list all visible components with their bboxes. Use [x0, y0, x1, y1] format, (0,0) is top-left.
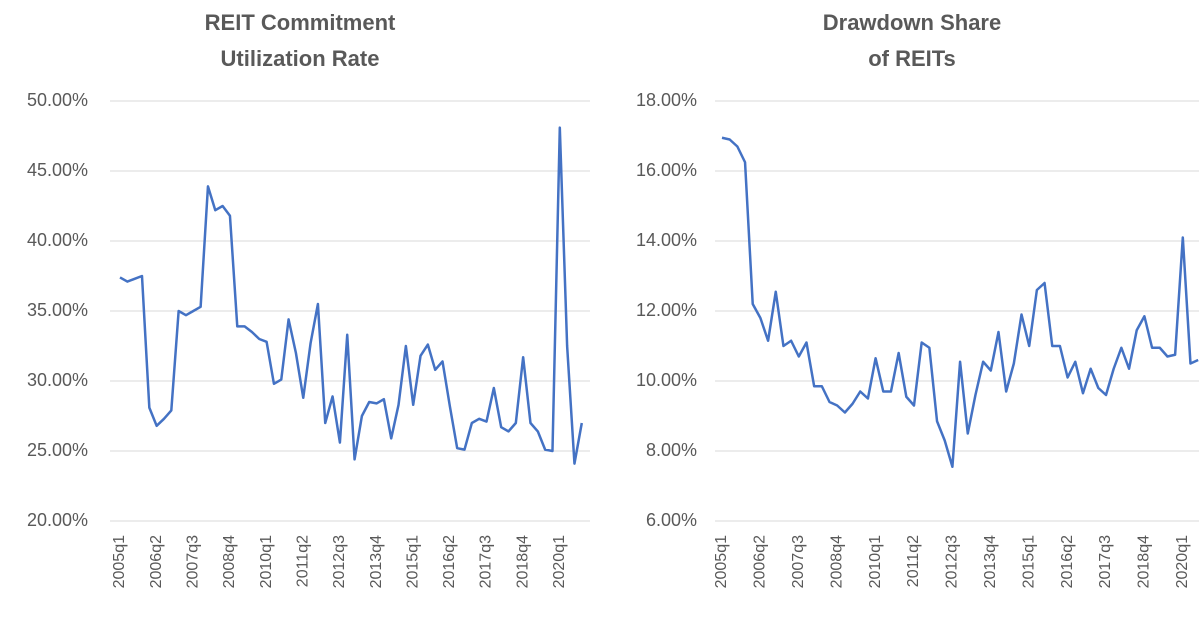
x-tick-label: 2015q1	[1020, 535, 1037, 588]
y-tick-label: 40.00%	[27, 230, 88, 250]
x-tick-label: 2015q1	[404, 535, 421, 588]
y-tick-label: 20.00%	[27, 510, 88, 530]
chart-title: of REITs	[868, 46, 956, 71]
y-tick-label: 18.00%	[636, 90, 697, 110]
x-tick-label: 2005q1	[111, 535, 128, 588]
x-tick-label: 2020q1	[1174, 535, 1191, 588]
y-tick-label: 35.00%	[27, 300, 88, 320]
x-tick-label: 2010q1	[867, 535, 884, 588]
x-tick-label: 2006q2	[148, 535, 165, 588]
data-line	[721, 136, 1199, 468]
y-tick-label: 16.00%	[636, 160, 697, 180]
x-tick-label: 2007q3	[185, 535, 202, 588]
x-tick-label: 2020q1	[551, 535, 568, 588]
x-tick-label: 2008q4	[828, 535, 845, 588]
y-tick-label: 8.00%	[646, 440, 697, 460]
y-tick-label: 50.00%	[27, 90, 88, 110]
y-tick-label: 6.00%	[646, 510, 697, 530]
x-tick-label: 2011q2	[905, 535, 922, 587]
x-tick-label: 2006q2	[752, 535, 769, 588]
y-tick-label: 10.00%	[636, 370, 697, 390]
chart-title: REIT Commitment	[205, 10, 396, 35]
x-tick-label: 2017q3	[1097, 535, 1114, 588]
x-tick-label: 2016q2	[441, 535, 458, 588]
x-tick-label: 2005q1	[713, 535, 730, 588]
x-tick-label: 2018q4	[514, 535, 531, 588]
x-tick-label: 2010q1	[258, 535, 275, 588]
y-tick-label: 45.00%	[27, 160, 88, 180]
x-tick-label: 2013q4	[368, 535, 385, 588]
x-tick-label: 2012q3	[331, 535, 348, 588]
x-tick-label: 2007q3	[790, 535, 807, 588]
y-tick-label: 12.00%	[636, 300, 697, 320]
y-tick-label: 30.00%	[27, 370, 88, 390]
x-tick-label: 2012q3	[944, 535, 961, 588]
x-tick-label: 2016q2	[1059, 535, 1076, 588]
y-tick-label: 14.00%	[636, 230, 697, 250]
x-tick-label: 2013q4	[982, 535, 999, 588]
y-tick-label: 25.00%	[27, 440, 88, 460]
x-tick-label: 2011q2	[294, 535, 311, 587]
data-line	[119, 126, 584, 465]
x-tick-label: 2018q4	[1136, 535, 1153, 588]
x-tick-label: 2008q4	[221, 535, 238, 588]
chart-title: Utilization Rate	[221, 46, 380, 71]
x-tick-label: 2017q3	[478, 535, 495, 588]
chart-title: Drawdown Share	[823, 10, 1001, 35]
